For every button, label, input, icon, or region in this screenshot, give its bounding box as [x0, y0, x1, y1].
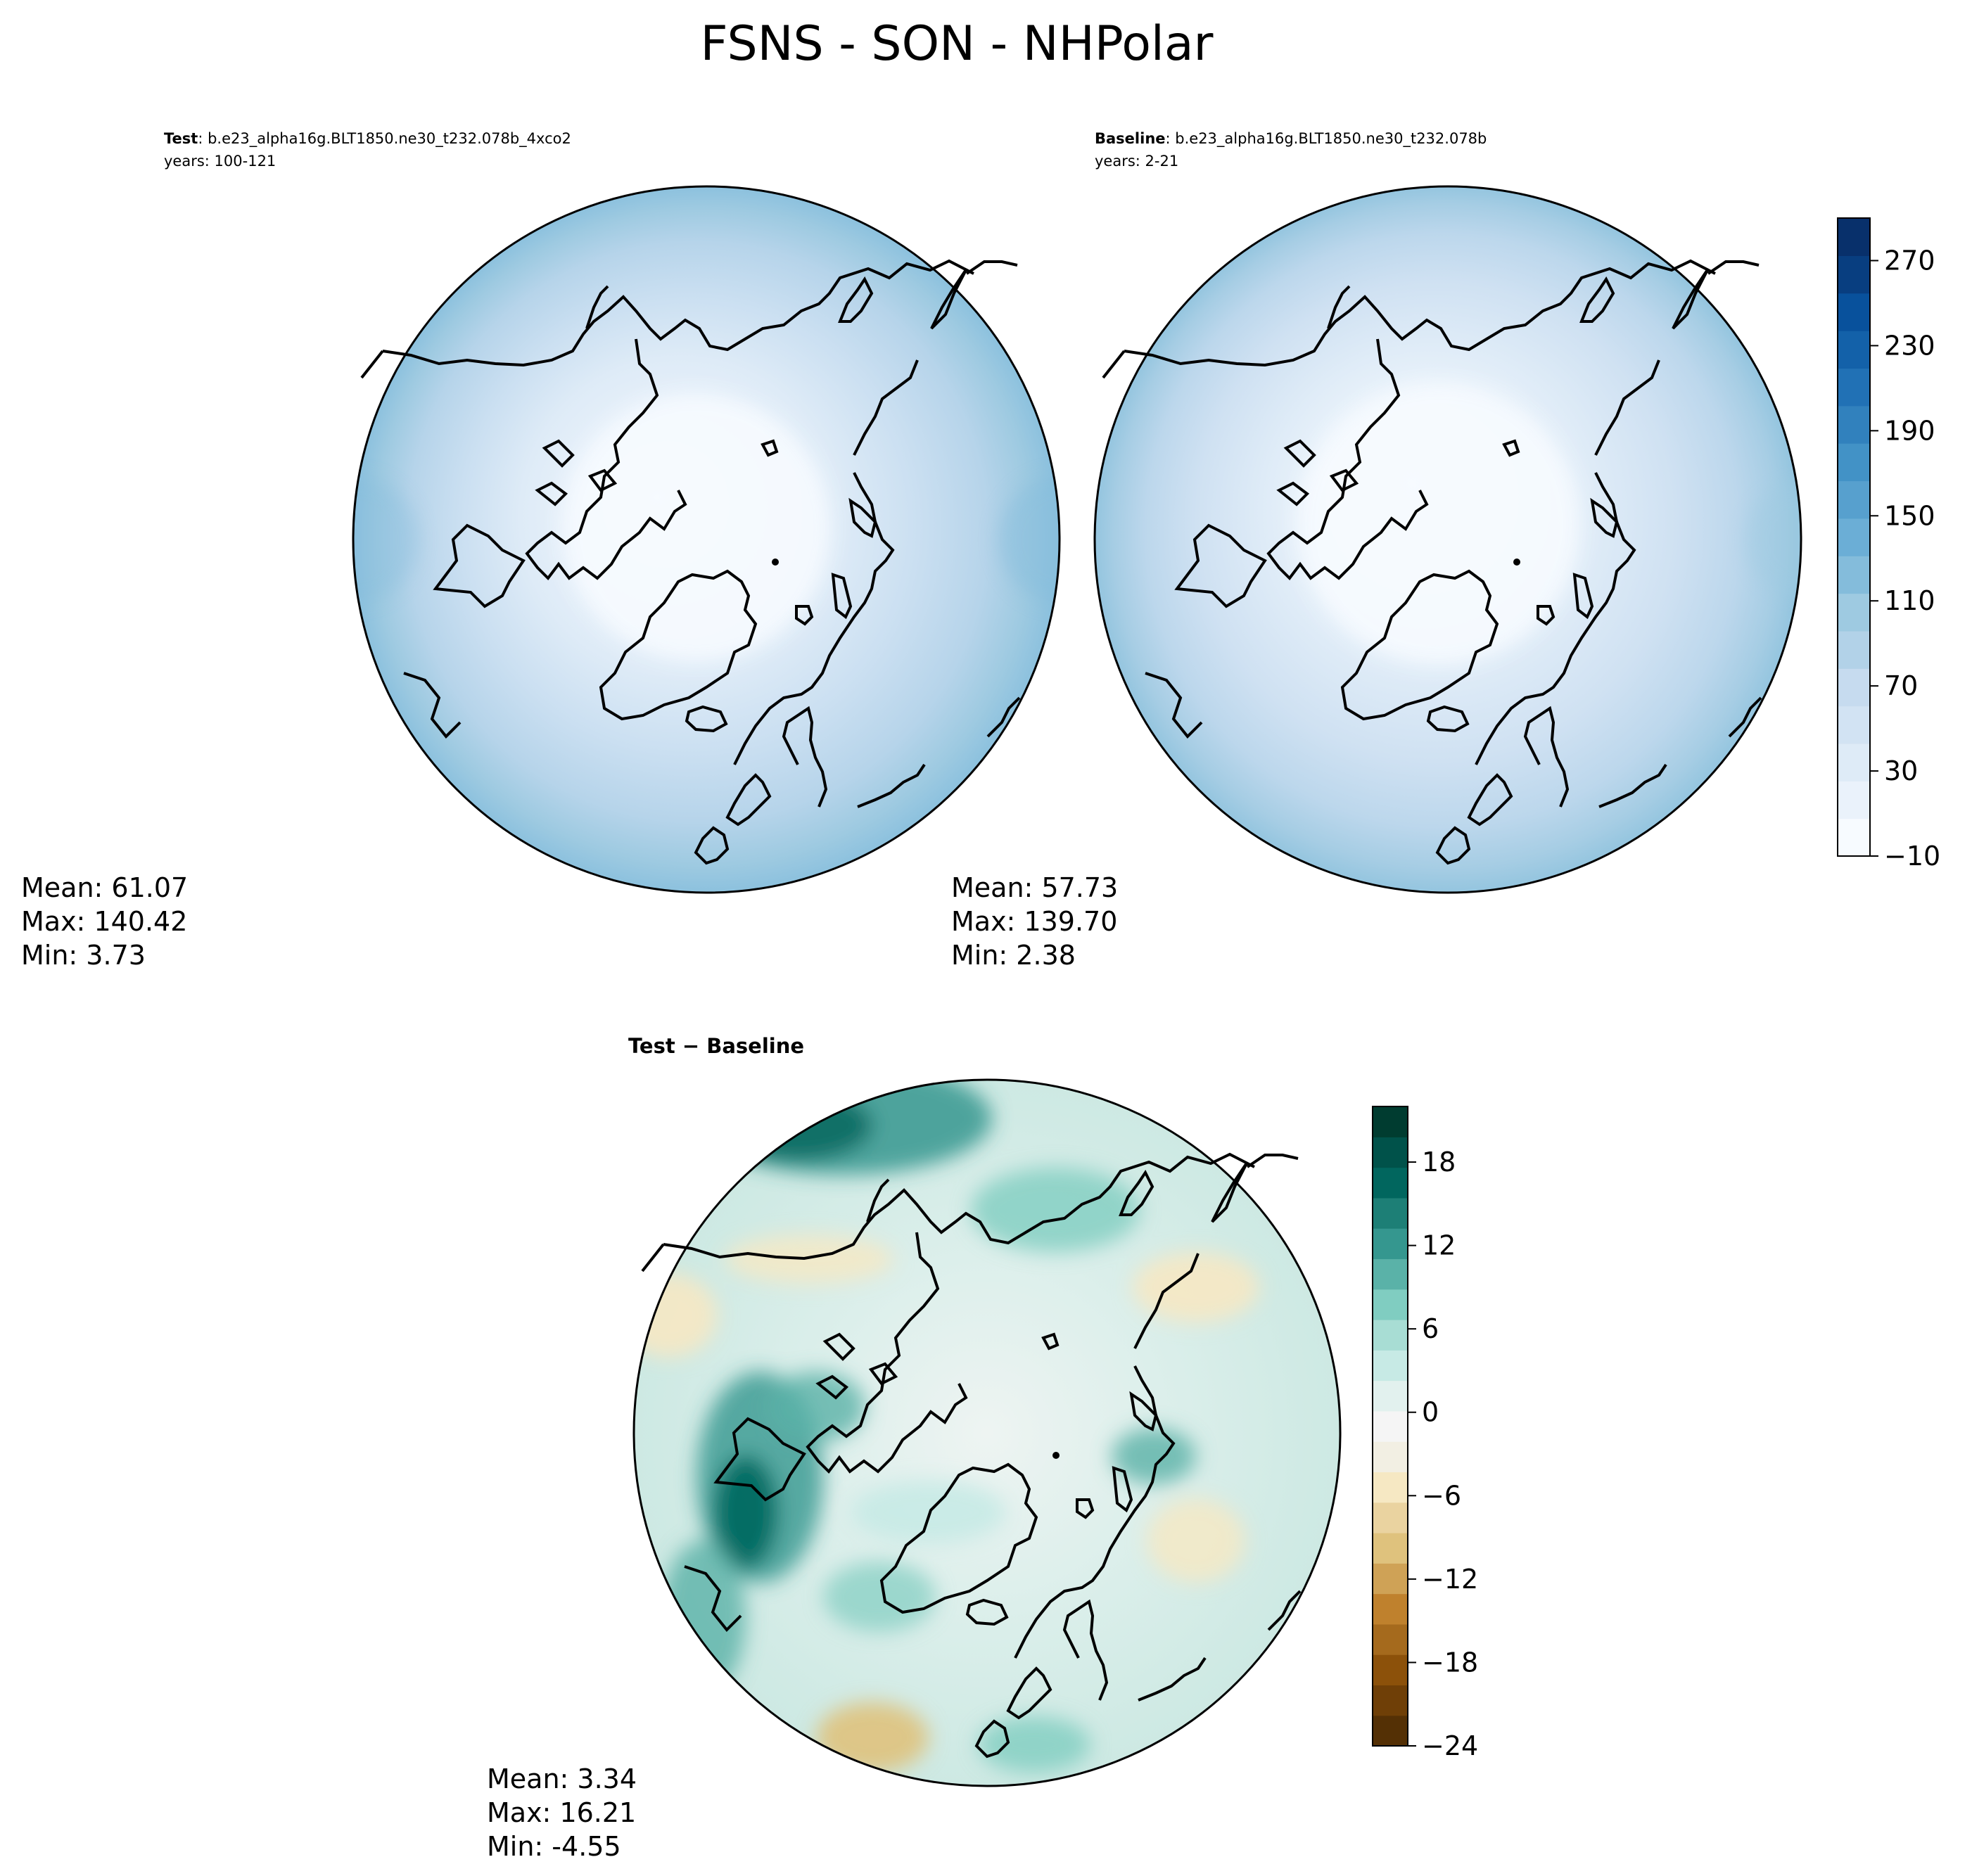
main-colorbar-tick-label: 190 — [1884, 415, 1935, 446]
test-label: Test — [164, 130, 198, 147]
main-colorbar-tick-label: 30 — [1884, 755, 1918, 786]
diff-map — [632, 1078, 1342, 1787]
diff-colorbar-segment — [1373, 1137, 1408, 1168]
main-colorbar-tick-label: 270 — [1884, 245, 1935, 276]
diff-colorbar-tick-label: −18 — [1422, 1647, 1478, 1678]
main-colorbar-tick-label: 230 — [1884, 330, 1935, 361]
diff-colorbar: −24 −18 −12 −6 0 6 12 18 — [1372, 1106, 1478, 1761]
test-case-line: Test: b.e23_alpha16g.BLT1850.ne30_t232.0… — [164, 130, 571, 148]
diff-colorbar-tick-label: −12 — [1422, 1564, 1478, 1595]
main-colorbar-segment — [1838, 556, 1870, 594]
baseline-mean: Mean: 57.73 — [951, 872, 1118, 903]
diff-colorbar-segment — [1373, 1258, 1408, 1290]
main-colorbar-segment — [1838, 743, 1870, 781]
baseline-panel: Baseline: b.e23_alpha16g.BLT1850.ne30_t2… — [951, 130, 1802, 971]
main-colorbar-segment — [1838, 331, 1870, 369]
main-colorbar-tick-label: 70 — [1884, 670, 1918, 701]
diff-title: Test − Baseline — [628, 1034, 804, 1058]
baseline-max: Max: 139.70 — [951, 906, 1117, 937]
main-colorbar-segment — [1838, 405, 1870, 444]
diff-colorbar-segment — [1373, 1350, 1408, 1382]
test-mean: Mean: 61.07 — [21, 872, 188, 903]
main-colorbar-segment — [1838, 368, 1870, 407]
main-colorbar-segment — [1838, 706, 1870, 744]
main-colorbar-segment — [1838, 781, 1870, 819]
diff-colorbar-segment — [1373, 1167, 1408, 1199]
baseline-map-border — [1093, 185, 1802, 894]
diff-colorbar-segment — [1373, 1685, 1408, 1716]
diff-colorbar-segment — [1373, 1654, 1408, 1686]
diff-colorbar-frame — [1372, 1106, 1408, 1747]
figure-title: FSNS - SON - NHPolar — [701, 16, 1214, 72]
baseline-case-name: : b.e23_alpha16g.BLT1850.ne30_t232.078b — [1166, 130, 1487, 148]
diff-min: Min: -4.55 — [487, 1831, 621, 1862]
diff-colorbar-tick-label: 18 — [1422, 1147, 1456, 1178]
main-colorbar-segment — [1838, 293, 1870, 331]
test-min: Min: 3.73 — [21, 940, 146, 971]
diff-map-border — [632, 1078, 1342, 1787]
diff-colorbar-segment — [1373, 1472, 1408, 1503]
test-map-contours — [353, 394, 1060, 661]
diff-colorbar-tick-label: 6 — [1422, 1313, 1439, 1344]
diff-colorbar-segment — [1373, 1228, 1408, 1260]
diff-colorbar-tick-label: −6 — [1422, 1480, 1461, 1511]
test-map — [352, 185, 1061, 894]
main-colorbar-frame — [1837, 217, 1871, 857]
main-colorbar: −10 30 70 110 150 190 230 270 — [1837, 217, 1940, 872]
baseline-min: Min: 2.38 — [951, 940, 1076, 971]
diff-colorbar-segment — [1373, 1441, 1408, 1473]
main-colorbar-tick-label: 110 — [1884, 585, 1935, 616]
baseline-map — [1093, 185, 1802, 894]
diff-colorbar-tick-label: 12 — [1422, 1230, 1456, 1261]
diff-colorbar-segment — [1373, 1715, 1408, 1747]
diff-mean: Mean: 3.34 — [487, 1763, 637, 1794]
main-colorbar-segment — [1838, 593, 1870, 632]
main-colorbar-segment — [1838, 218, 1870, 256]
diff-colorbar-segment — [1373, 1593, 1408, 1625]
diff-colorbar-segment — [1373, 1563, 1408, 1595]
baseline-years: years: 2-21 — [1095, 153, 1178, 170]
diff-colorbar-segment — [1373, 1320, 1408, 1351]
test-map-border — [352, 185, 1061, 894]
main-colorbar-segment — [1838, 818, 1870, 857]
test-years: years: 100-121 — [164, 153, 276, 170]
main-colorbar-segment — [1838, 630, 1870, 669]
diff-colorbar-segment — [1373, 1197, 1408, 1229]
main-colorbar-tick-label: −10 — [1884, 841, 1940, 872]
main-colorbar-segment — [1838, 443, 1870, 482]
diff-colorbar-segment — [1373, 1533, 1408, 1564]
diff-max: Max: 16.21 — [487, 1797, 636, 1828]
diff-colorbar-segment — [1373, 1106, 1408, 1137]
baseline-case-line: Baseline: b.e23_alpha16g.BLT1850.ne30_t2… — [1095, 130, 1487, 148]
baseline-label: Baseline — [1095, 130, 1166, 147]
main-colorbar-segment — [1838, 255, 1870, 294]
diff-colorbar-tick-label: 0 — [1422, 1397, 1439, 1428]
test-panel: Test: b.e23_alpha16g.BLT1850.ne30_t232.0… — [21, 130, 1061, 971]
main-colorbar-segment — [1838, 480, 1870, 519]
diff-panel: Test − Baseline — [487, 1034, 1342, 1862]
main-colorbar-segment — [1838, 668, 1870, 707]
main-colorbar-tick-label: 150 — [1884, 500, 1935, 531]
main-colorbar-segment — [1838, 518, 1870, 556]
diff-colorbar-tick-label: −24 — [1422, 1730, 1478, 1761]
diff-colorbar-segment — [1373, 1380, 1408, 1412]
diff-colorbar-segment — [1373, 1289, 1408, 1320]
diff-colorbar-segment — [1373, 1502, 1408, 1533]
diff-colorbar-segment — [1373, 1623, 1408, 1655]
test-max: Max: 140.42 — [21, 906, 187, 937]
test-case-name: : b.e23_alpha16g.BLT1850.ne30_t232.078b_… — [198, 130, 571, 148]
diff-colorbar-segment — [1373, 1410, 1408, 1442]
